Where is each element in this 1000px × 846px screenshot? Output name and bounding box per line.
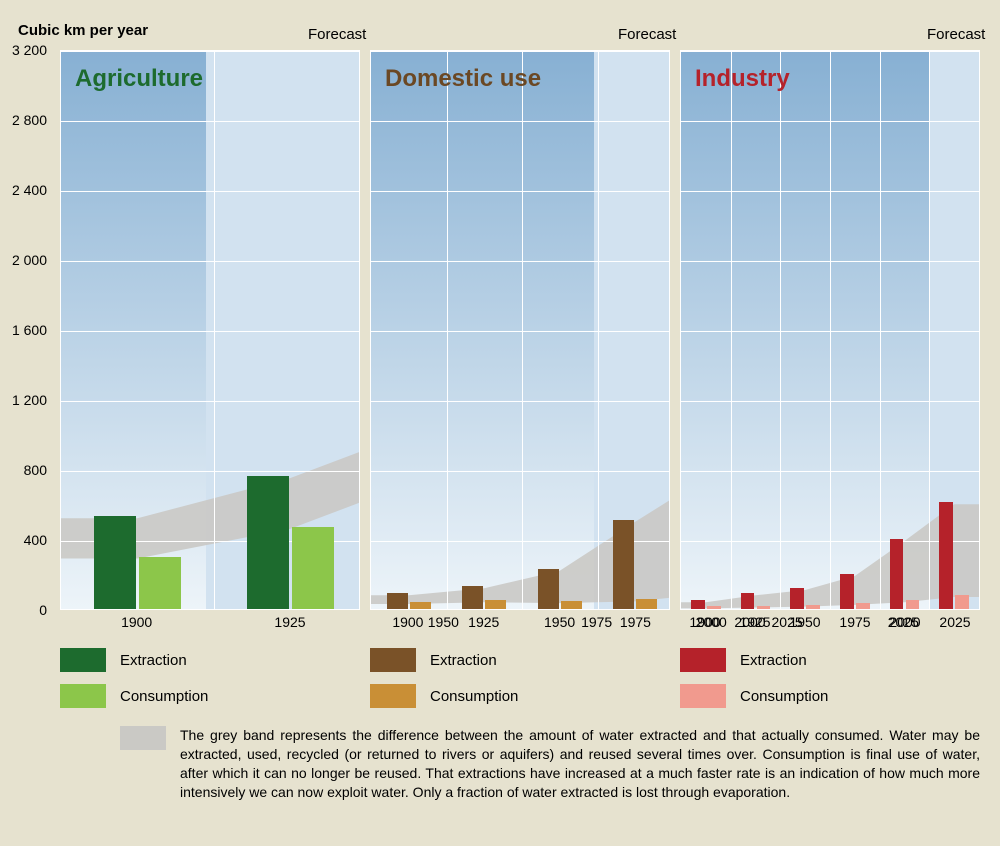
footnote-text: The grey band represents the difference … bbox=[180, 726, 980, 802]
x-tick: 1925 bbox=[468, 614, 499, 630]
legend-label: Consumption bbox=[430, 688, 518, 705]
consumption-bar bbox=[561, 601, 582, 609]
y-tick: 800 bbox=[24, 462, 47, 478]
legend-swatch bbox=[370, 648, 416, 672]
x-tick: 1900 bbox=[392, 614, 423, 630]
chart-area: Agriculture Domestic use Industry bbox=[60, 50, 980, 610]
chart-panel: Industry bbox=[680, 50, 980, 610]
x-tick: 1975 bbox=[620, 614, 651, 630]
x-tick: 1975 bbox=[839, 614, 870, 630]
extraction-bar bbox=[790, 588, 804, 609]
legend-swatch bbox=[60, 648, 106, 672]
consumption-bar bbox=[292, 527, 335, 609]
consumption-bar bbox=[856, 603, 870, 609]
legend-label: Consumption bbox=[120, 688, 208, 705]
legend-item-extraction: Extraction bbox=[370, 648, 670, 672]
forecast-label-2: Forecast bbox=[927, 26, 985, 43]
y-tick: 0 bbox=[39, 602, 47, 618]
consumption-bar bbox=[636, 599, 657, 609]
extraction-bar bbox=[94, 516, 137, 609]
x-tick: 1925 bbox=[739, 614, 770, 630]
legend-item-extraction: Extraction bbox=[680, 648, 980, 672]
panel-title: Industry bbox=[695, 65, 790, 93]
x-tick: 2000 bbox=[889, 614, 920, 630]
x-tick: 2025 bbox=[939, 614, 970, 630]
legend-item-consumption: Consumption bbox=[60, 684, 360, 708]
extraction-bar bbox=[691, 600, 705, 609]
forecast-label-1: Forecast bbox=[618, 26, 676, 43]
y-axis-label: Cubic km per year bbox=[18, 22, 148, 39]
consumption-bar bbox=[806, 605, 820, 609]
chart-panel: Agriculture bbox=[60, 50, 360, 610]
extraction-bar bbox=[247, 476, 290, 609]
consumption-bar bbox=[906, 600, 920, 609]
extraction-bar bbox=[538, 569, 559, 609]
consumption-bar bbox=[955, 595, 969, 609]
y-tick: 2 400 bbox=[12, 182, 47, 198]
legend-label: Extraction bbox=[430, 652, 497, 669]
legend-label: Consumption bbox=[740, 688, 828, 705]
chart-panel: Domestic use bbox=[370, 50, 670, 610]
grey-band-swatch bbox=[120, 726, 166, 750]
y-tick: 2 000 bbox=[12, 252, 47, 268]
extraction-bar bbox=[741, 593, 755, 609]
x-tick: 1900 bbox=[689, 614, 720, 630]
y-tick: 1 600 bbox=[12, 322, 47, 338]
y-tick: 1 200 bbox=[12, 392, 47, 408]
extraction-bar bbox=[840, 574, 854, 609]
legend: Extraction Consumption Extraction Consumpti… bbox=[60, 648, 980, 720]
x-tick: 1925 bbox=[274, 614, 305, 630]
x-axis-labels: 1900 1925 1950 1975 2000 2025 1900 1925 1950 1975… bbox=[60, 614, 980, 638]
legend-item-consumption: Consumption bbox=[680, 684, 980, 708]
footnote: The grey band represents the difference … bbox=[120, 726, 980, 802]
y-axis-ticks: 04008001 2001 6002 0002 4002 8003 200 bbox=[0, 50, 55, 610]
legend-item-extraction: Extraction bbox=[60, 648, 360, 672]
y-tick: 2 800 bbox=[12, 112, 47, 128]
legend-label: Extraction bbox=[120, 652, 187, 669]
panel-title: Agriculture bbox=[75, 65, 203, 93]
forecast-label-0: Forecast bbox=[308, 26, 366, 43]
legend-item-consumption: Consumption bbox=[370, 684, 670, 708]
panel-title: Domestic use bbox=[385, 65, 541, 93]
x-tick: 1950 bbox=[789, 614, 820, 630]
legend-swatch bbox=[680, 648, 726, 672]
legend-swatch bbox=[60, 684, 106, 708]
consumption-bar bbox=[410, 602, 431, 609]
extraction-bar bbox=[387, 593, 408, 609]
consumption-bar bbox=[485, 600, 506, 609]
extraction-bar bbox=[462, 586, 483, 609]
x-tick: 1950 bbox=[544, 614, 575, 630]
extraction-bar bbox=[939, 502, 953, 609]
extraction-bar bbox=[613, 520, 634, 609]
consumption-bar bbox=[757, 606, 771, 610]
extraction-bar bbox=[890, 539, 904, 609]
x-tick: 1900 bbox=[121, 614, 152, 630]
legend-swatch bbox=[680, 684, 726, 708]
legend-swatch bbox=[370, 684, 416, 708]
y-tick: 3 200 bbox=[12, 42, 47, 58]
consumption-bar bbox=[707, 606, 721, 609]
consumption-bar bbox=[139, 557, 182, 610]
legend-label: Extraction bbox=[740, 652, 807, 669]
y-tick: 400 bbox=[24, 532, 47, 548]
